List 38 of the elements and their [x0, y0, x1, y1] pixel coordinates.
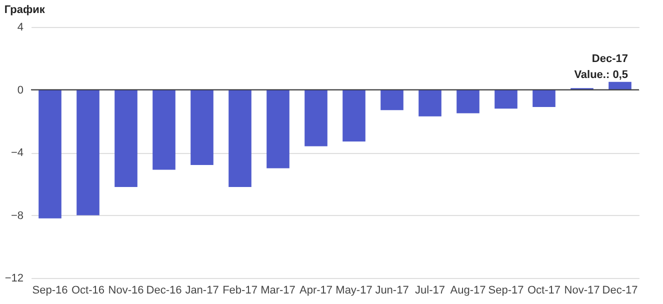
bar	[114, 90, 138, 188]
x-tick-label: Jan-17	[185, 284, 219, 296]
y-tick-label: 4	[17, 22, 24, 34]
bar	[304, 90, 328, 146]
x-tick-label: Jul-17	[415, 284, 445, 296]
bar	[76, 90, 100, 216]
bar	[418, 90, 442, 116]
x-tick-label: Mar-17	[260, 284, 296, 296]
chart-title: График	[4, 4, 46, 16]
x-tick-label: Oct-17	[527, 284, 561, 296]
x-tick-label: Jun-17	[375, 284, 409, 296]
y-tick-label: −4	[10, 147, 24, 159]
y-tick-label: −12	[4, 272, 24, 284]
x-tick-label: Dec-17	[602, 284, 638, 296]
x-tick-label: Sep-16	[32, 284, 68, 296]
x-tick-label: May-17	[336, 284, 372, 296]
bar	[266, 90, 290, 168]
x-tick-label: Dec-16	[146, 284, 182, 296]
x-tick-label: Nov-16	[108, 284, 144, 296]
bar	[152, 90, 176, 170]
x-tick-label: Sep-17	[488, 284, 524, 296]
bar	[38, 90, 62, 218]
x-tick-label: Feb-17	[222, 284, 258, 296]
y-tick-label: −8	[10, 210, 24, 222]
bar	[342, 90, 366, 142]
y-tick-label: 0	[17, 84, 24, 96]
x-tick-label: Aug-17	[450, 284, 486, 296]
bar	[380, 90, 404, 110]
bar	[532, 90, 556, 108]
bar	[456, 90, 480, 114]
annotation: Dec-17 Value.: 0,5	[574, 52, 628, 81]
x-tick-label: Nov-17	[564, 284, 600, 296]
x-tick-label: Oct-16	[71, 284, 105, 296]
bar	[494, 90, 518, 109]
bar	[228, 90, 252, 188]
bar	[190, 90, 214, 166]
bar	[608, 82, 632, 90]
x-tick-label: Apr-17	[299, 284, 333, 296]
